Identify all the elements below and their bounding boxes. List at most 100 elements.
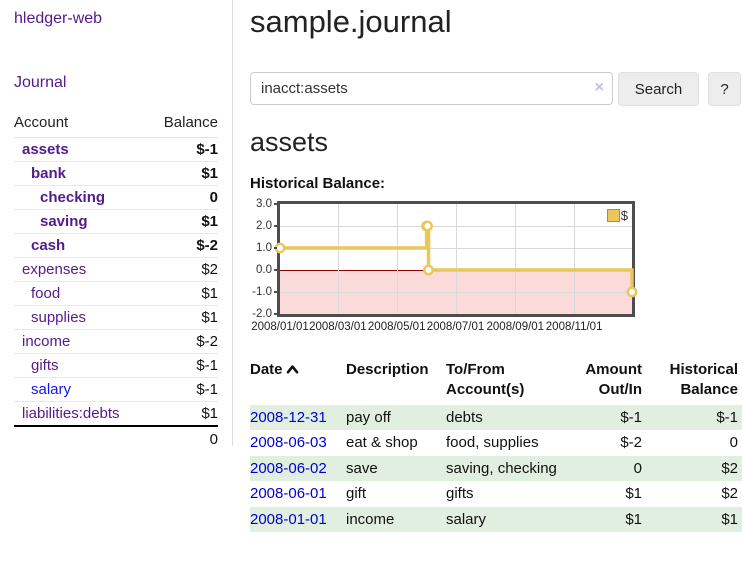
- y-axis-tick-mark: [274, 313, 277, 315]
- account-row: expenses $2: [14, 257, 218, 282]
- search-button[interactable]: Search: [618, 72, 699, 106]
- account-row: supplies $1: [14, 305, 218, 330]
- search-input[interactable]: [250, 72, 613, 105]
- account-heading: assets: [250, 127, 329, 157]
- chart-data-point: [626, 286, 638, 298]
- chart-gridline: [397, 204, 398, 314]
- transaction-accounts: salary: [446, 506, 564, 532]
- transaction-amount: $1: [564, 506, 646, 532]
- accounts-column-header: Account: [14, 110, 149, 138]
- account-link-assets[interactable]: assets: [22, 141, 69, 158]
- chart-gridline: [280, 226, 632, 227]
- transaction-date-link[interactable]: 2008-06-02: [250, 459, 327, 477]
- account-row: bank $1: [14, 161, 218, 186]
- account-balance: $-1: [148, 377, 218, 402]
- sort-ascending-icon: [286, 361, 299, 381]
- transaction-balance: $1: [646, 506, 742, 532]
- account-row: food $1: [14, 281, 218, 306]
- transaction-row: 2008-06-03 eat & shop food, supplies $-2…: [250, 430, 742, 456]
- chart-title: Historical Balance:: [250, 175, 386, 192]
- chart-plot-area: $: [274, 201, 638, 317]
- chart-legend: $: [606, 208, 628, 223]
- transaction-balance: 0: [729, 434, 738, 451]
- account-row: salary $-1: [14, 377, 218, 402]
- account-link-saving[interactable]: saving: [40, 213, 88, 230]
- legend-label: $: [620, 208, 628, 223]
- account-row: cash $-2: [14, 233, 218, 258]
- transaction-description: pay off: [346, 404, 446, 430]
- account-link-salary[interactable]: salary: [31, 381, 72, 398]
- account-link-checking[interactable]: checking: [40, 189, 106, 206]
- transaction-date-link[interactable]: 2008-01-01: [250, 510, 327, 528]
- transaction-accounts: saving, checking: [446, 455, 564, 481]
- account-balance: $-1: [148, 137, 218, 162]
- account-balance: $-1: [148, 353, 218, 378]
- transaction-date-link[interactable]: 2008-12-31: [250, 408, 327, 426]
- transaction-row: 2008-06-02 save saving, checking 0 $2: [250, 455, 742, 481]
- historical-balance-chart: 3.0 2.0 1.0 0.0 -1.0 -2.0 $ 2008/01/01 2008/03…: [243, 198, 643, 341]
- x-axis-tick-label: 2008/11/01: [545, 321, 603, 333]
- transaction-row: 2008-01-01 income salary $1 $1: [250, 506, 742, 532]
- page-title: sample.journal: [250, 4, 452, 39]
- y-axis-tick-mark: [274, 247, 277, 249]
- account-row: assets $-1: [14, 137, 218, 162]
- account-balance: $1: [148, 161, 218, 186]
- y-axis-tick-mark: [274, 203, 277, 205]
- chart-gridline: [280, 292, 632, 293]
- transaction-row: 2008-06-01 gift gifts $1 $2: [250, 481, 742, 507]
- legend-swatch-icon: [606, 209, 620, 222]
- transaction-balance: $-1: [646, 404, 742, 430]
- chart-gridline: [456, 204, 457, 314]
- y-axis-tick-label: 3.0: [256, 198, 272, 210]
- help-button[interactable]: ?: [708, 72, 741, 106]
- account-balance: $1: [148, 209, 218, 234]
- account-row: income $-2: [14, 329, 218, 354]
- x-axis-tick-label: 2008/09/01: [486, 321, 545, 333]
- chart-data-point: [423, 264, 434, 276]
- account-row: saving $1: [14, 209, 218, 234]
- chart-gridline: [574, 204, 575, 314]
- transaction-accounts: debts: [446, 404, 564, 430]
- accounts-total-row: 0: [14, 425, 218, 452]
- transaction-date-link[interactable]: 2008-06-03: [250, 434, 327, 451]
- account-link-income[interactable]: income: [22, 333, 71, 350]
- register-table: Date Description To/From Account(s) Amoun…: [250, 358, 742, 532]
- account-link-gifts[interactable]: gifts: [31, 357, 59, 374]
- transaction-date-link[interactable]: 2008-06-01: [250, 485, 327, 502]
- transaction-amount: $-2: [620, 434, 642, 451]
- account-balance: $1: [148, 305, 218, 330]
- y-axis-tick-mark: [274, 269, 277, 271]
- brand-link[interactable]: hledger-web: [14, 10, 103, 27]
- account-link-liabilities-debts[interactable]: liabilities:debts: [22, 405, 120, 422]
- search-bar: × Search ?: [250, 72, 742, 106]
- account-link-bank[interactable]: bank: [31, 165, 67, 182]
- account-link-expenses[interactable]: expenses: [22, 261, 87, 278]
- accounts-table: Account Balance assets $-1 bank $1 check…: [14, 110, 218, 452]
- x-axis-tick-label: 2008/07/01: [426, 321, 485, 333]
- y-axis-tick-label: -1.0: [252, 286, 272, 298]
- chart-data-point: [274, 242, 286, 254]
- balance-column-header: Balance: [148, 110, 218, 138]
- account-link-supplies[interactable]: supplies: [31, 309, 87, 326]
- account-row: liabilities:debts $1: [14, 401, 218, 427]
- account-balance: 0: [148, 185, 218, 210]
- sidebar: hledger-web Journal Account Balance asse…: [0, 0, 233, 452]
- accounts-header-row: Account Balance: [14, 110, 218, 138]
- account-link-food[interactable]: food: [31, 285, 61, 302]
- sidebar-item-journal[interactable]: Journal: [14, 74, 67, 91]
- transaction-description: save: [346, 455, 446, 481]
- register-header-row: Date Description To/From Account(s) Amoun…: [250, 358, 742, 405]
- account-link-cash[interactable]: cash: [31, 237, 66, 254]
- column-header-date[interactable]: Date: [250, 358, 346, 405]
- column-header-description: Description: [346, 361, 429, 378]
- chart-x-axis: 2008/01/01 2008/03/01 2008/05/01 2008/07/01…: [251, 321, 635, 337]
- account-balance: $2: [148, 257, 218, 282]
- y-axis-tick-label: 0.0: [256, 264, 272, 276]
- y-axis-tick-mark: [274, 225, 277, 227]
- clear-search-icon[interactable]: ×: [594, 79, 604, 96]
- account-balance: $-2: [148, 329, 218, 354]
- x-axis-tick-label: 2008/05/01: [367, 321, 426, 333]
- account-balance: $-2: [148, 233, 218, 258]
- transaction-description: income: [346, 506, 446, 532]
